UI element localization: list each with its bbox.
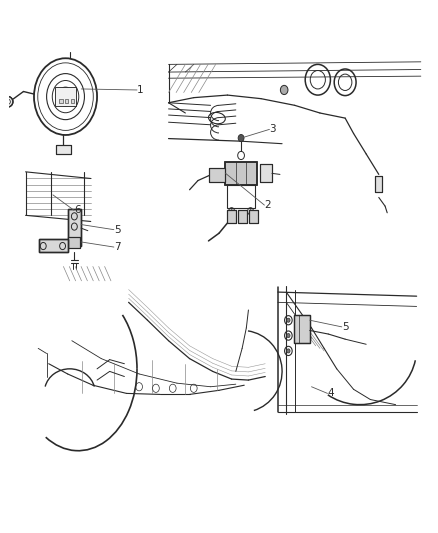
- Bar: [67, 237, 80, 248]
- Bar: [39, 239, 68, 252]
- Bar: [294, 315, 310, 343]
- Bar: [59, 99, 63, 103]
- Circle shape: [287, 334, 290, 337]
- Bar: [225, 161, 257, 184]
- Bar: [55, 87, 76, 106]
- Bar: [209, 168, 225, 182]
- Bar: [249, 210, 258, 223]
- Bar: [238, 210, 247, 223]
- Bar: [260, 164, 272, 182]
- Bar: [56, 145, 71, 155]
- Circle shape: [230, 209, 233, 213]
- Circle shape: [287, 318, 290, 322]
- Text: 4: 4: [328, 389, 334, 398]
- Bar: [374, 176, 382, 192]
- Bar: [67, 209, 81, 246]
- Text: 3: 3: [269, 124, 276, 134]
- Circle shape: [287, 349, 290, 353]
- Bar: [67, 237, 80, 248]
- Text: 5: 5: [114, 224, 120, 235]
- Circle shape: [249, 209, 252, 213]
- Bar: [39, 239, 68, 252]
- Text: 5: 5: [342, 322, 348, 332]
- Bar: [209, 168, 225, 182]
- Bar: [227, 184, 255, 208]
- Circle shape: [280, 85, 288, 94]
- Bar: [249, 210, 258, 223]
- Bar: [55, 87, 76, 106]
- Text: 2: 2: [265, 200, 271, 210]
- Bar: [67, 209, 81, 246]
- Bar: [65, 99, 68, 103]
- Bar: [227, 210, 236, 223]
- Bar: [225, 161, 257, 184]
- Bar: [294, 315, 310, 343]
- Circle shape: [238, 134, 244, 142]
- Bar: [56, 145, 71, 155]
- Text: 6: 6: [74, 205, 81, 215]
- Text: 7: 7: [114, 242, 120, 252]
- Ellipse shape: [0, 96, 13, 107]
- Text: 1: 1: [137, 85, 144, 95]
- Bar: [374, 176, 382, 192]
- Bar: [260, 164, 272, 182]
- Bar: [238, 210, 247, 223]
- Bar: [71, 99, 74, 103]
- Bar: [227, 210, 236, 223]
